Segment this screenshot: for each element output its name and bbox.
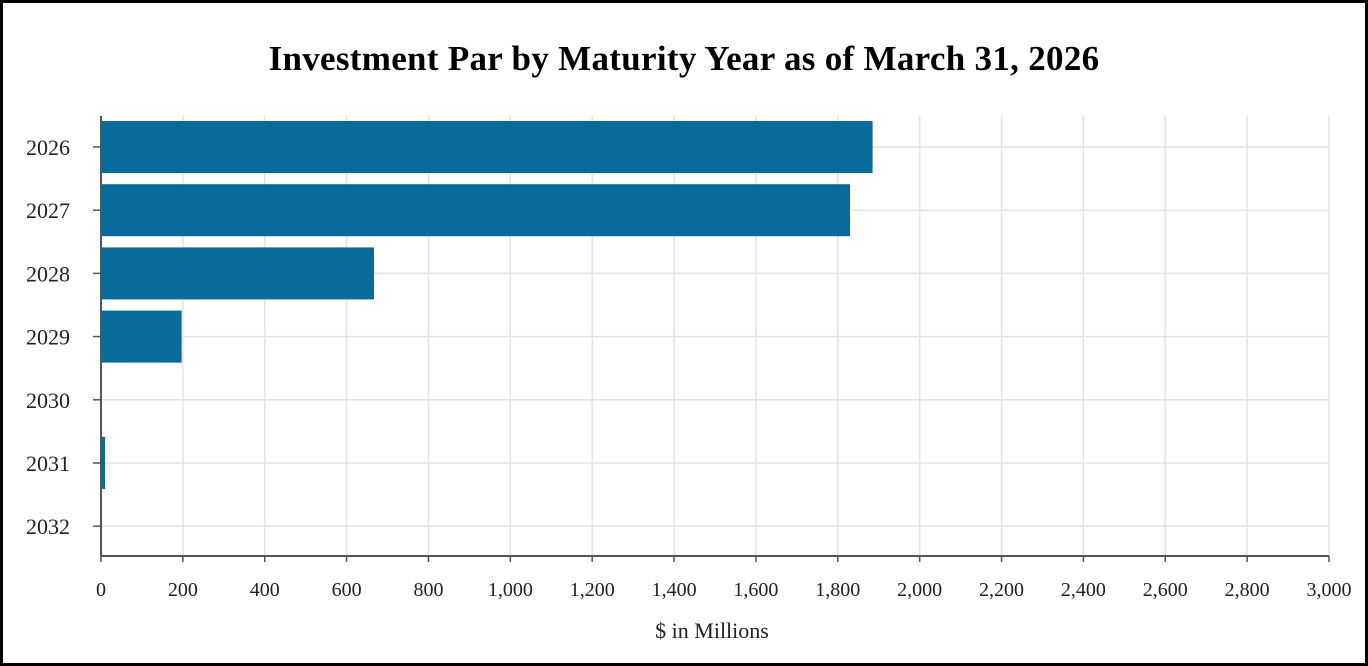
x-tick-label: 1,800 [815,579,860,601]
x-tick-label: 1,000 [488,579,533,601]
category-label-2029: 2029 [26,325,70,350]
category-labels: 2026 2027 2028 2029 2030 2031 2032 [26,135,70,539]
bar-2031 [101,437,106,489]
x-tick-label: 3,000 [1307,579,1352,601]
bar-2028 [101,247,375,300]
bar-2026 [101,121,873,173]
x-tick-labels: 0 200 400 600 800 1,000 1,200 1,400 1,600 1,800 2,… [96,579,1352,601]
bar-2027 [101,184,851,237]
bars [101,121,873,489]
x-tick-label: 2,600 [1143,579,1188,601]
grid-lines [101,116,1330,556]
bar-2029 [101,310,182,363]
category-label-2032: 2032 [26,514,70,539]
x-tick-label: 1,600 [733,579,778,601]
category-label-2026: 2026 [26,135,70,160]
chart-title: Investment Par by Maturity Year as of Ma… [268,39,1100,78]
x-tick-label: 2,800 [1225,579,1270,601]
category-label-2027: 2027 [26,198,70,223]
category-label-2031: 2031 [26,451,70,476]
x-axis-title: $ in Millions [655,618,769,643]
category-label-2030: 2030 [26,388,70,413]
x-tick-label: 1,200 [570,579,615,601]
x-tick-label: 400 [250,579,280,601]
category-label-2028: 2028 [26,261,70,286]
x-tick-label: 600 [332,579,362,601]
x-tick-label: 0 [96,579,106,601]
axes [93,116,1330,562]
x-tick-label: 200 [168,579,198,601]
x-tick-label: 2,000 [897,579,942,601]
x-tick-label: 2,400 [1061,579,1106,601]
x-tick-label: 800 [413,579,443,601]
x-tick-label: 1,400 [652,579,697,601]
x-tick-label: 2,200 [979,579,1024,601]
